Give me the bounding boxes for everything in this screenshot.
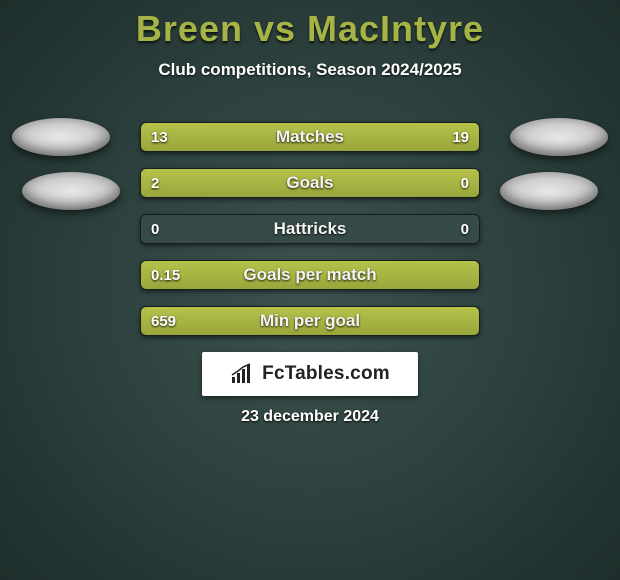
- stat-row-matches: 13 Matches 19: [140, 122, 480, 152]
- player-right-flag-placeholder: [500, 172, 598, 210]
- stat-label: Hattricks: [141, 215, 479, 243]
- chart-icon: [230, 363, 256, 385]
- comparison-widget: Breen vs MacIntyre Club competitions, Se…: [0, 0, 620, 580]
- date-label: 23 december 2024: [0, 408, 620, 426]
- stat-row-hattricks: 0 Hattricks 0: [140, 214, 480, 244]
- stat-fill-left: [141, 123, 269, 151]
- page-title: Breen vs MacIntyre: [0, 0, 620, 50]
- stat-value-right: 0: [461, 215, 469, 243]
- stat-fill-left: [141, 307, 479, 335]
- logo-text: FcTables.com: [262, 363, 390, 385]
- stat-row-goals-per-match: 0.15 Goals per match: [140, 260, 480, 290]
- stat-fill-right: [269, 123, 479, 151]
- stat-row-min-per-goal: 659 Min per goal: [140, 306, 480, 336]
- player-left-flag-placeholder: [22, 172, 120, 210]
- stat-value-left: 0: [151, 215, 159, 243]
- player-left-photo-placeholder: [12, 118, 110, 156]
- stat-fill-left: [141, 169, 398, 197]
- stat-bars: 13 Matches 19 2 Goals 0 0 Hattricks 0 0.…: [140, 122, 480, 352]
- stat-fill-right: [398, 169, 479, 197]
- stat-row-goals: 2 Goals 0: [140, 168, 480, 198]
- subtitle: Club competitions, Season 2024/2025: [0, 60, 620, 80]
- fctables-link[interactable]: FcTables.com: [202, 352, 418, 396]
- stat-fill-left: [141, 261, 479, 289]
- player-right-photo-placeholder: [510, 118, 608, 156]
